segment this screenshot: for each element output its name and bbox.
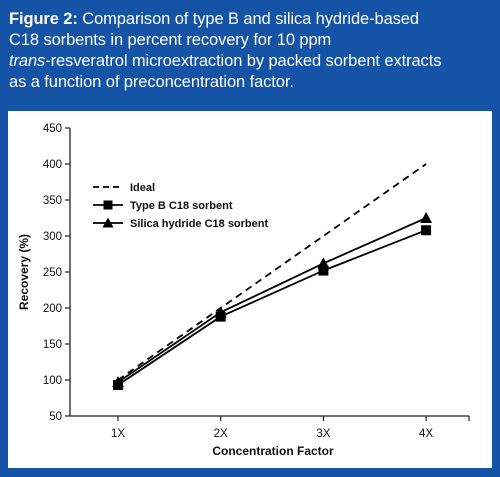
- point-silica-hydride-c18-sorbent-3X: [317, 257, 330, 269]
- point-silica-hydride-c18-sorbent-4X: [420, 212, 433, 223]
- caption-line-2: C18 sorbents in percent recovery for 10 …: [9, 31, 332, 49]
- point-type-b-c18-sorbent-4X: [421, 225, 432, 236]
- y-axis-title: Recovery (%): [17, 234, 31, 310]
- y-tick-label-250: 250: [43, 267, 62, 279]
- x-tick-label-2X: 2X: [214, 428, 228, 440]
- point-silica-hydride-c18-sorbent-2X: [214, 306, 227, 318]
- y-tick-label-200: 200: [43, 303, 62, 315]
- caption-line-3-italic: trans: [9, 52, 46, 70]
- series-line-type-b-c18-sorbent: [117, 229, 427, 386]
- series-line-ideal: [117, 163, 427, 381]
- x-axis-title: Concentration Factor: [212, 444, 334, 458]
- caption-line-3: -resveratrol microextraction by packed s…: [45, 52, 442, 70]
- legend-label-type-b-c18-sorbent: Type B C18 sorbent: [130, 200, 233, 212]
- plot-panel: 50 100 150 200 250 300 350 400 450 1X 2X 3X 4X Concen…: [8, 111, 492, 468]
- series-line-silica-hydride-c18-sorbent: [117, 217, 427, 383]
- y-tick-label-400: 400: [43, 159, 62, 171]
- legend-label-ideal: Ideal: [130, 182, 155, 194]
- legend-marker-type-b-c18-sorbent: [103, 200, 113, 210]
- recovery-chart: 50 100 150 200 250 300 350 400 450 1X 2X 3X 4X Concen…: [17, 123, 470, 458]
- figure-caption: Figure 2: Comparison of type B and silic…: [9, 9, 495, 93]
- x-tick-label-4X: 4X: [419, 428, 433, 440]
- point-silica-hydride-c18-sorbent-1X: [112, 376, 124, 388]
- y-tick-label-450: 450: [43, 123, 62, 135]
- y-tick-label-150: 150: [43, 339, 62, 351]
- x-tick-label-1X: 1X: [111, 428, 125, 440]
- y-tick-label-300: 300: [43, 231, 62, 243]
- legend-label-silica-hydride-c18-sorbent: Silica hydride C18 sorbent: [130, 218, 268, 230]
- legend-marker-silica-hydride-c18-sorbent: [102, 217, 114, 228]
- caption-line-1: Comparison of type B and silica hydride-…: [77, 10, 419, 28]
- y-tick-label-100: 100: [43, 375, 62, 387]
- caption-line-4: as a function of preconcentration factor…: [9, 73, 294, 91]
- y-tick-label-50: 50: [49, 411, 62, 423]
- y-tick-label-350: 350: [43, 195, 62, 207]
- caption-label: Figure 2:: [9, 10, 78, 28]
- x-tick-label-3X: 3X: [316, 428, 330, 440]
- point-type-b-c18-sorbent-3X: [318, 265, 329, 276]
